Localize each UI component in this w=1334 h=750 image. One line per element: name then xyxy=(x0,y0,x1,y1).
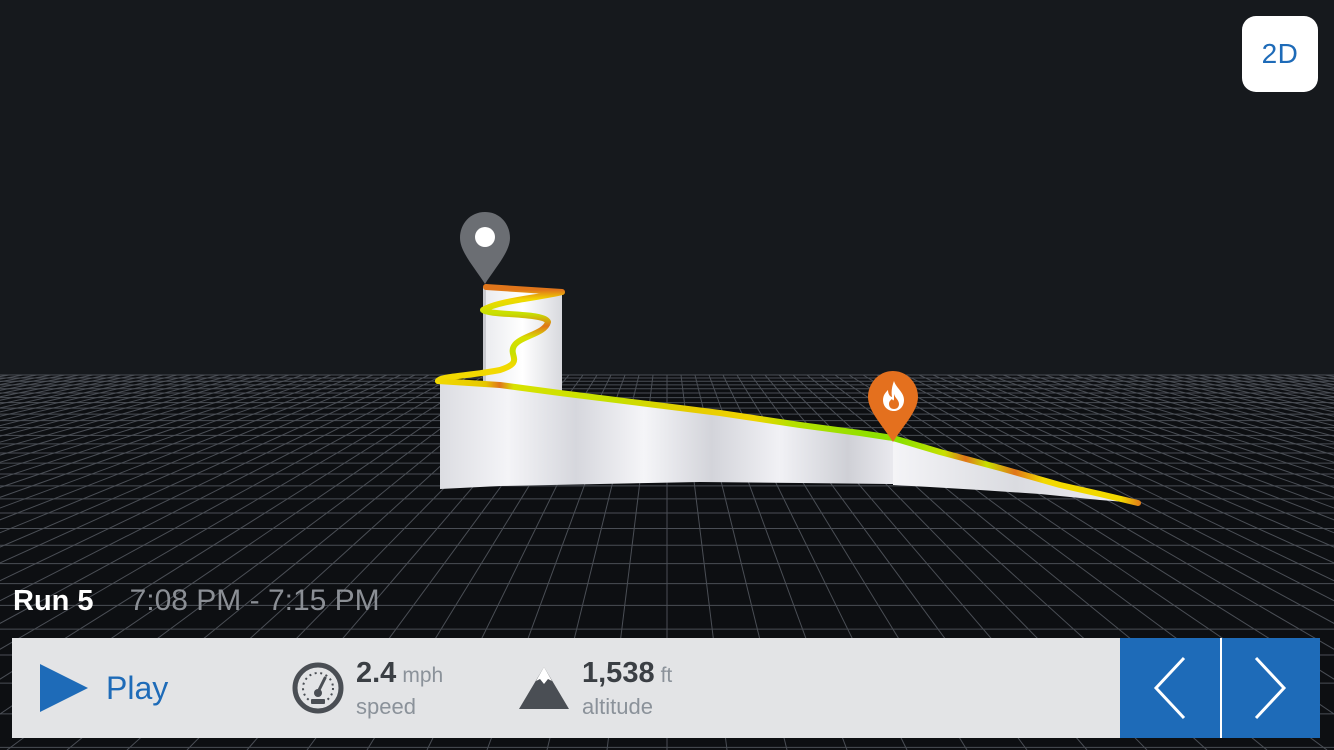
speed-unit: mph xyxy=(402,663,444,687)
altitude-label: altitude xyxy=(582,693,653,719)
chevron-left-icon xyxy=(1153,656,1186,720)
speed-value: 2.4 xyxy=(356,656,397,689)
run-navigation xyxy=(1120,638,1320,738)
play-label: Play xyxy=(106,669,169,706)
elevation-wall-tail xyxy=(893,438,1138,503)
chevron-right-icon xyxy=(1254,656,1287,720)
playback-bar: Play 2.4 mph speed 1,538 ft altitude xyxy=(12,638,1320,738)
elevation-tower-edge xyxy=(483,287,486,387)
mountain-icon xyxy=(519,667,569,709)
run-info: Run 5 7:08 PM - 7:15 PM xyxy=(13,584,380,624)
play-button[interactable]: Play xyxy=(40,638,168,738)
run-track xyxy=(435,378,1141,506)
next-run-button[interactable] xyxy=(1220,638,1320,738)
current-position-flame-pin-icon[interactable] xyxy=(868,371,918,442)
run-title: Run 5 xyxy=(13,585,94,617)
altitude-value: 1,538 xyxy=(582,656,655,689)
previous-run-button[interactable] xyxy=(1120,638,1220,738)
altitude-unit: ft xyxy=(660,663,673,687)
altitude-stat: 1,538 ft altitude xyxy=(518,638,672,738)
speed-stat: 2.4 mph speed xyxy=(292,638,443,738)
nav-divider xyxy=(1220,638,1222,738)
speedometer-icon xyxy=(292,662,344,714)
speed-label: speed xyxy=(356,693,416,719)
toggle-2d-button[interactable]: 2D xyxy=(1242,16,1318,92)
start-map-pin-icon[interactable] xyxy=(460,212,510,284)
elevation-wall xyxy=(440,381,893,489)
run-track-switchbacks xyxy=(435,284,565,384)
run-time-range: 7:08 PM - 7:15 PM xyxy=(129,584,380,617)
play-icon xyxy=(40,664,88,712)
